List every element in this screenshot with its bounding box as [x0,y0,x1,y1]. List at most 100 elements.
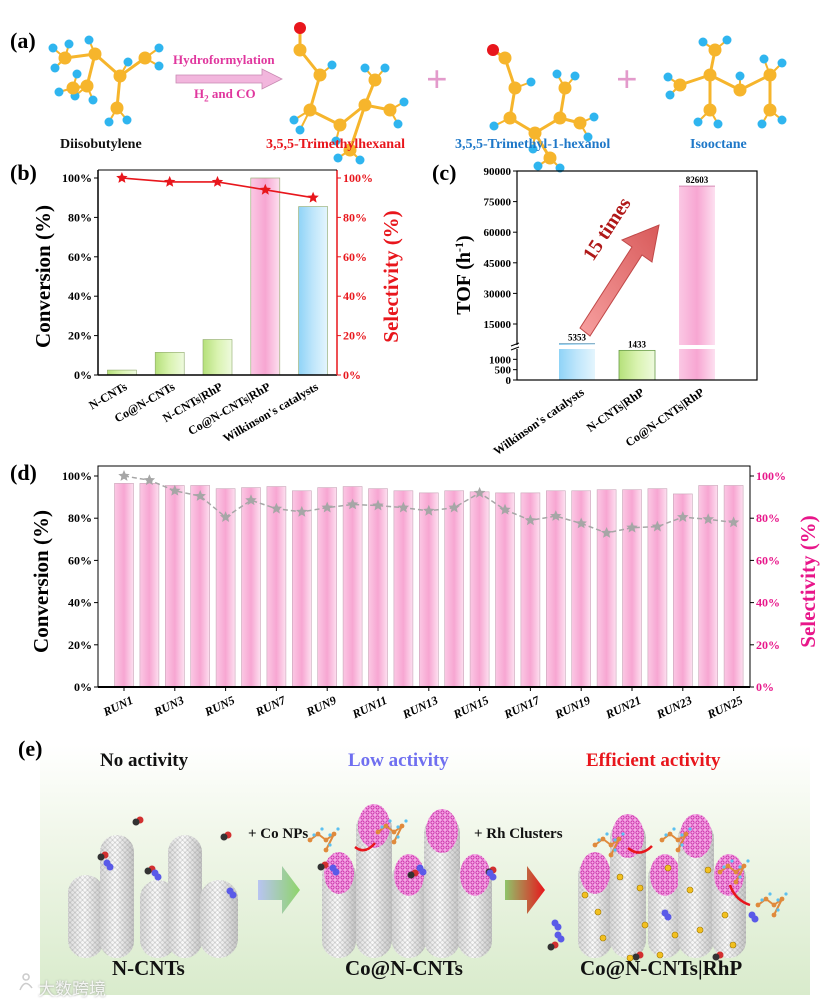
carbon-atom [683,831,689,837]
rh-cluster-icon [671,931,679,939]
bar-conversion [139,483,160,688]
carbon-atom [755,902,761,908]
y2-tick-label: 60% [756,553,780,567]
hydrogen-atom [555,163,565,173]
x-tick-label: RUN5 [202,693,237,719]
x-tick-label: RUN17 [501,693,543,722]
carbon-atom [66,81,80,95]
carbon-atom [323,837,329,843]
y2-tick-label: 0% [343,368,361,382]
bar-conversion [266,486,287,688]
hydrogen-atom [713,119,723,129]
selectivity-star-marker [116,172,128,183]
selectivity-star-marker [550,510,562,521]
reaction-curved-arrow-icon [728,884,751,907]
carbon-atom [733,879,739,885]
carbon-atom [110,101,124,115]
molecule-trimethylhexanol [487,44,599,173]
nanotube-lattice [356,810,392,958]
x-tick-label: RUN13 [399,693,440,722]
x-tick-label: RUN21 [603,693,644,722]
carbon-atom [528,126,542,140]
cobalt-nanoparticle-cap [358,804,390,848]
carbon-atom [307,837,313,843]
selectivity-star-marker [448,501,460,513]
hydrogen-atom [526,77,536,87]
tof-bar-lower [679,349,715,380]
carbon-atom [608,852,614,858]
carbon-atom [779,896,785,902]
h2-molecule-icon [229,891,237,899]
carbon-atom [315,831,321,837]
bar-conversion [317,487,338,688]
h2-molecule-icon [332,868,340,876]
bar-conversion [250,177,281,376]
hydrogen-atom [328,843,332,847]
nanotube [168,835,202,958]
x-tick-label: RUN23 [653,693,694,722]
molecule-isooctane [663,35,787,129]
hydrogen-atom [693,117,703,127]
carbon-atom [771,912,777,918]
h2-molecule-icon [554,923,562,931]
bar-conversion [723,485,744,688]
y-tick-label: 1000 [489,354,512,366]
co-molecule-icon [97,853,105,861]
selectivity-star-marker [259,183,271,195]
nanotube [424,809,460,958]
panel-label-d: (d) [10,460,37,485]
y2-tick-label: 100% [756,469,786,483]
selectivity-star-marker [164,175,176,187]
y-tick-label: 20% [68,329,92,343]
bond [677,833,687,851]
carbon-atom [331,831,337,837]
rh-cluster-icon [696,926,704,934]
bar-conversion [444,490,465,688]
hydrogen-atom [72,69,82,79]
tof-bar-upper [679,186,715,345]
hydrogen-atom [688,827,692,831]
oxygen-atom [487,44,499,56]
bar-conversion [418,492,439,688]
carbon-atom [498,51,512,65]
y-tick-label: 40% [68,289,92,303]
co-molecule-icon [712,953,720,961]
nanotube [140,880,176,958]
y2-axis-title: Selectivity (%) [379,210,403,342]
stage-title-low-activity: Low activity [348,750,449,771]
hydrogen-atom [489,121,499,131]
selectivity-star-marker [499,503,511,515]
rh-cluster-icon [641,921,649,929]
y-tick-label: 0% [74,368,92,382]
hydrogen-atom [355,155,365,165]
hydrogen-atom [680,843,684,847]
carbon-atom [391,829,397,835]
bond [348,104,367,151]
panel-label-e: (e) [18,736,43,761]
cobalt-nanoparticle-cap [650,854,680,896]
carbon-atom [725,863,731,869]
nanotube-lattice [140,880,176,958]
catalyst-label-co-ncnts-rhp: Co@N-CNTs|RhP [580,956,743,980]
plot-frame [516,170,758,381]
carbon-atom [763,896,769,902]
selectivity-star-marker [143,474,156,486]
hydrogen-atom [777,58,787,68]
hydrogen-atom [360,63,370,73]
reagent-rest: and CO [208,86,256,101]
hydrogen-atom [776,898,780,902]
nanotube [322,852,356,958]
selectivity-star-marker [651,520,664,532]
nanotube [712,854,746,958]
y2-tick-label: 80% [756,511,780,525]
catalyst-label-ncnts: N-CNTs [112,956,185,980]
catalyst-label-co-ncnts: Co@N-CNTs [345,956,463,980]
x-tick-label: RUN9 [303,693,338,719]
y-axis-title: Conversion (%) [31,205,55,348]
bar-conversion [596,489,617,688]
rh-cluster-icon [729,941,737,949]
x-tick-label: RUN11 [349,693,389,722]
carbon-atom [667,831,673,837]
hydrogen-atom [388,819,392,823]
y2-tick-label: 20% [343,329,367,343]
